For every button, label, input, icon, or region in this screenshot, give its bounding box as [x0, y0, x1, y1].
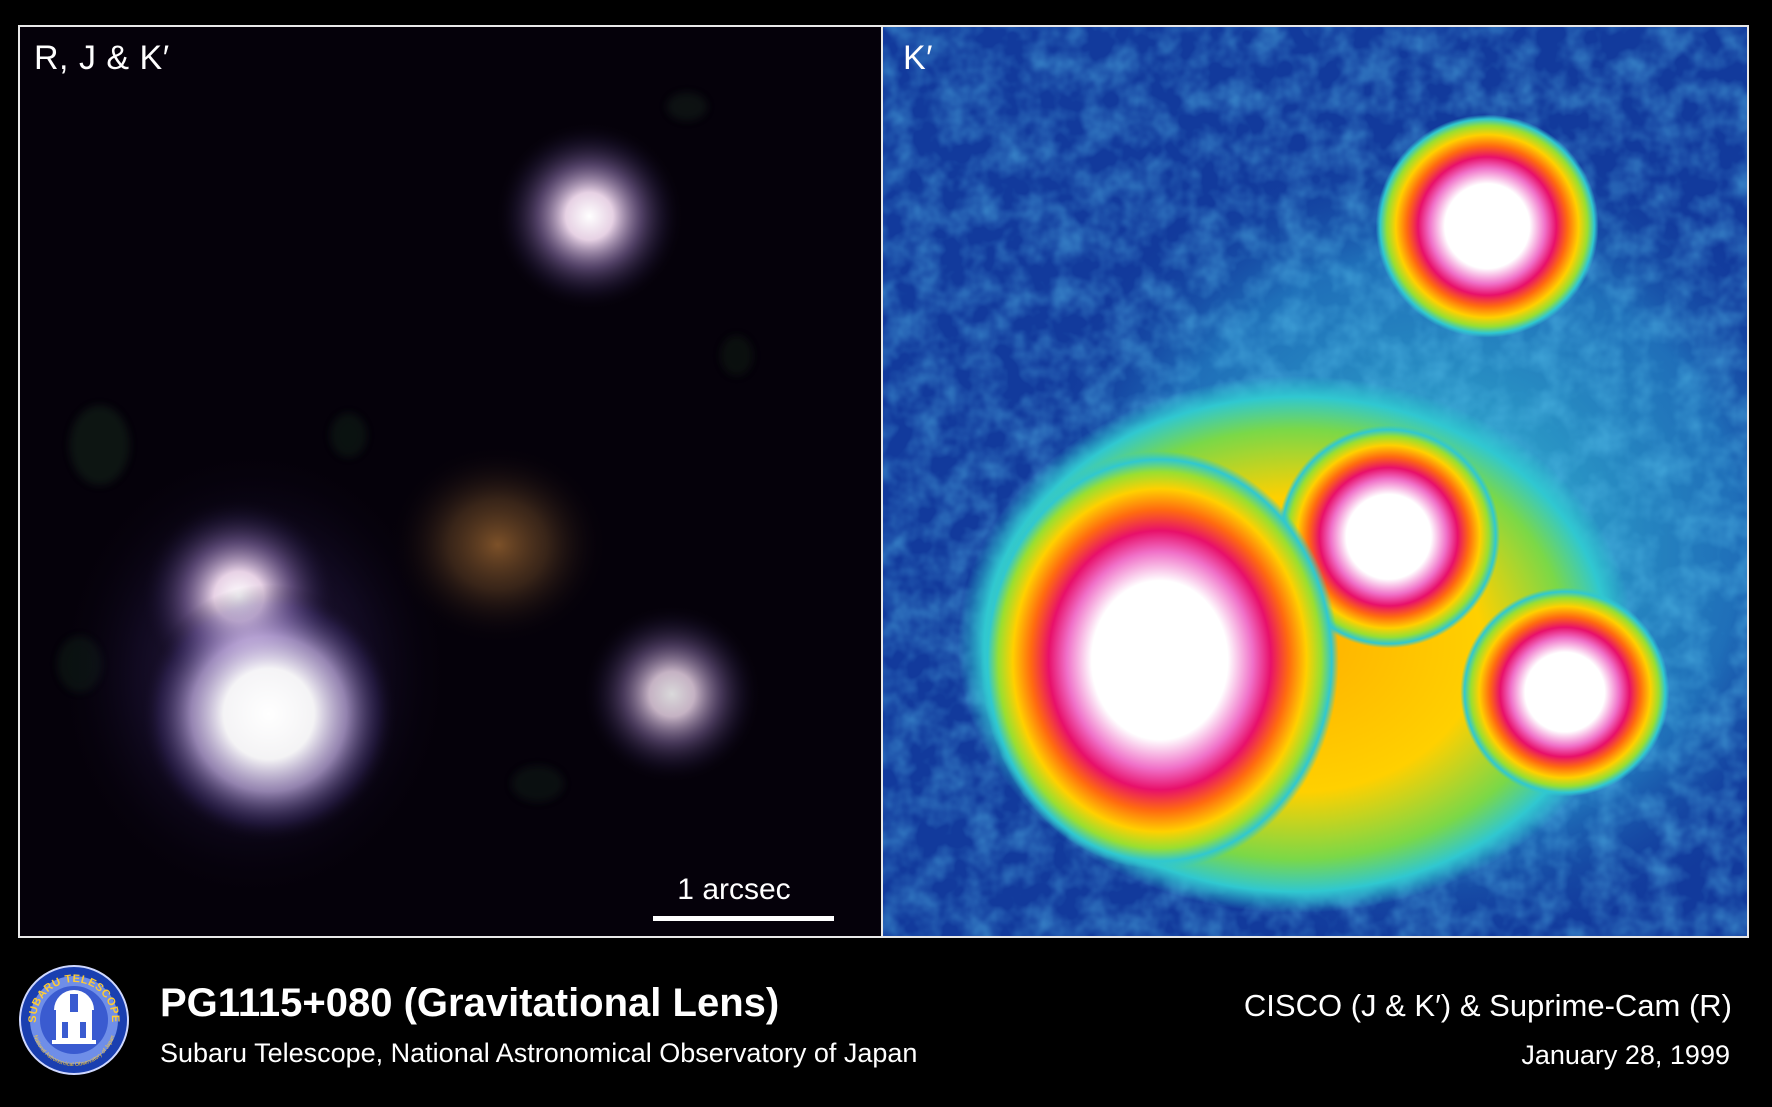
instrument-credit: CISCO (J & K′) & Suprime-Cam (R) — [1243, 988, 1732, 1023]
subaru-telescope-logo-icon: SUBARU TELESCOPE National Astronomical O… — [19, 965, 129, 1075]
scale-bar-label: 1 arcsec — [677, 873, 791, 906]
figure-title: PG1115+080 (Gravitational Lens) — [160, 981, 780, 1025]
quasar-image-top — [494, 121, 684, 311]
quasar-image-right — [582, 604, 762, 784]
kprime-panel-label: K′ — [903, 39, 934, 77]
rjk-color-image-panel: R, J & K′ 1 arcsec — [18, 25, 883, 938]
lensing-galaxy — [388, 445, 608, 645]
rjk-color-image — [20, 27, 881, 936]
rjk-panel-label: R, J & K′ — [34, 39, 170, 77]
kprime-image-top — [1375, 114, 1599, 338]
kprime-image-middle — [1277, 425, 1501, 649]
kprime-merged-pair — [980, 451, 1339, 870]
kprime-image-right — [1460, 587, 1670, 797]
observation-date: January 28, 1999 — [1521, 1040, 1730, 1070]
kprime-false-color-image — [883, 27, 1747, 936]
figure-credit: Subaru Telescope, National Astronomical … — [160, 1038, 918, 1068]
quasar-image-lower-left — [139, 584, 399, 844]
kprime-false-color-panel: K′ — [881, 25, 1749, 938]
scale-bar — [653, 916, 834, 921]
